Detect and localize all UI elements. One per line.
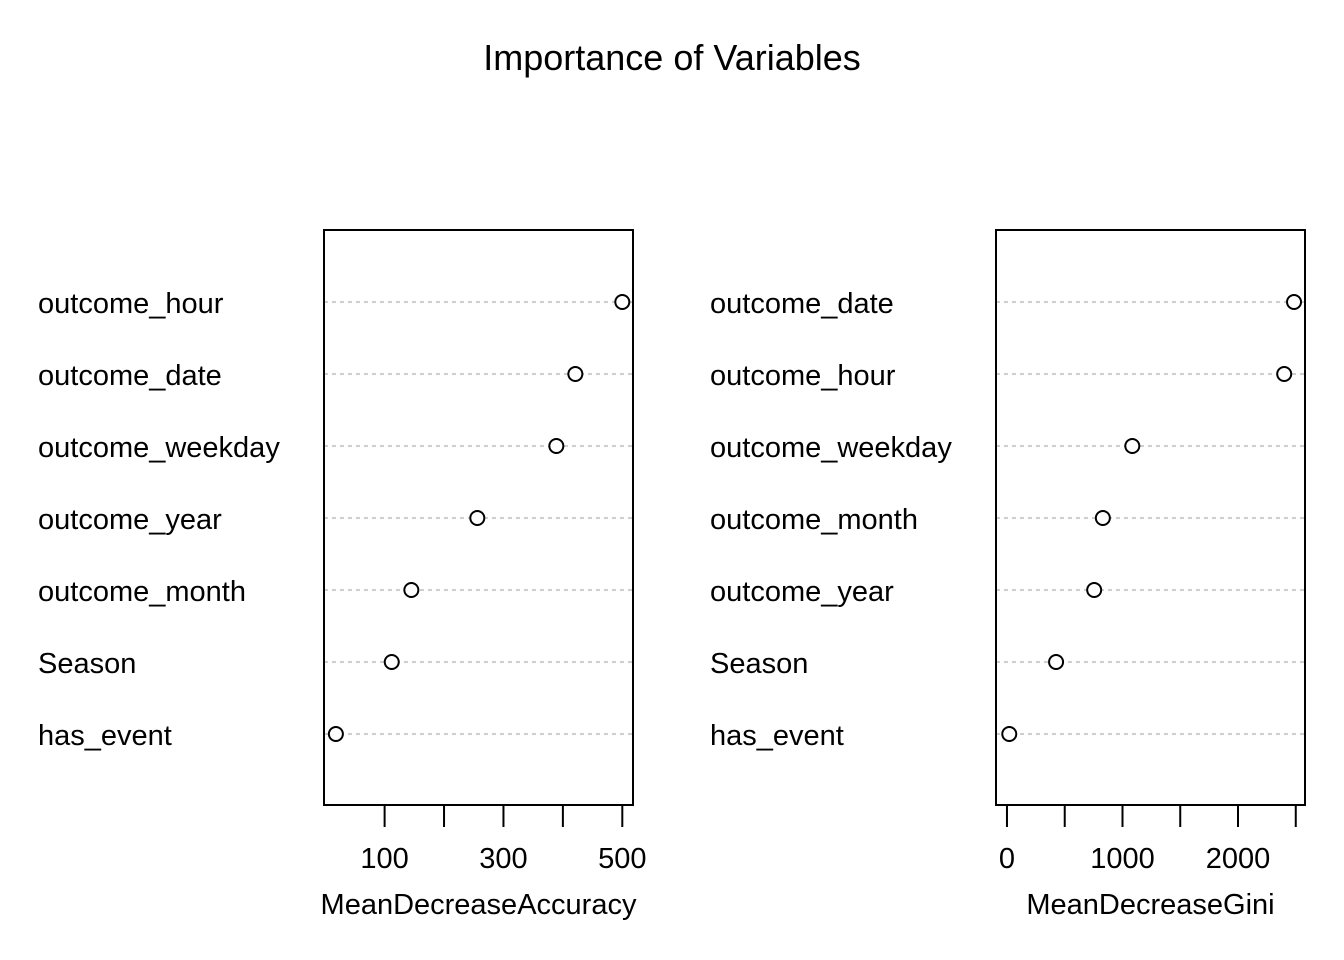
data-point [1276,366,1293,382]
data-point [327,726,344,742]
category-label: has_event [38,720,172,752]
category-label: outcome_year [38,504,222,536]
category-label: outcome_date [710,288,894,320]
category-label: Season [710,648,808,680]
data-point [403,582,420,598]
x-tick-label: 300 [479,843,527,875]
x-tick-label: 1000 [1090,843,1155,875]
data-point [567,366,584,382]
category-label: Season [38,648,136,680]
data-point [548,438,565,454]
category-label: outcome_hour [710,360,896,392]
data-point [469,510,486,526]
x-tick-label: 2000 [1206,843,1271,875]
data-point [1001,726,1018,742]
data-point [614,294,631,310]
category-label: outcome_date [38,360,222,392]
data-point [383,654,400,670]
data-point [1094,510,1111,526]
data-point [1286,294,1303,310]
x-axis-label: MeanDecreaseAccuracy [321,889,637,921]
plot-frame [323,229,634,806]
panel-1: outcome_hour outcome_date outcome_weekdayo… [38,229,646,921]
panel-2: outcome_date outcome_hour outcome_weekdayo… [710,229,1306,921]
x-tick-label: 500 [598,843,646,875]
category-label: outcome_weekday [710,432,952,464]
category-label: outcome_weekday [38,432,280,464]
x-axis-label: MeanDecreaseGini [1026,889,1274,921]
panels: outcome_houroutcome_dateoutcome_weekdayo… [38,229,1306,921]
data-point [1086,582,1103,598]
data-point [1124,438,1141,454]
x-tick-label: 100 [360,843,408,875]
category-label: outcome_month [710,504,918,536]
category-label: outcome_hour [38,288,224,320]
category-label: outcome_year [710,576,894,608]
plot-frame [995,229,1306,806]
data-point [1048,654,1065,670]
category-label: outcome_month [38,576,246,608]
chart-title: Importance of Variables [483,37,861,78]
category-label: has_event [710,720,844,752]
x-tick-label: 0 [999,843,1015,875]
